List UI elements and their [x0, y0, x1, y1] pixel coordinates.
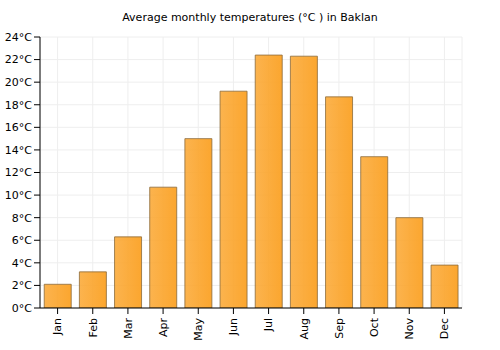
- svg-text:Jul: Jul: [262, 318, 275, 332]
- svg-text:18°C: 18°C: [8, 99, 32, 112]
- svg-text:May: May: [192, 318, 205, 341]
- svg-text:Sep: Sep: [333, 318, 346, 339]
- svg-text:Aug: Aug: [298, 318, 311, 339]
- svg-text:Mar: Mar: [122, 318, 135, 339]
- svg-text:Apr: Apr: [157, 318, 170, 338]
- svg-text:12°C: 12°C: [8, 166, 32, 179]
- svg-text:Jan: Jan: [51, 318, 64, 336]
- svg-text:Feb: Feb: [87, 318, 100, 337]
- svg-text:Nov: Nov: [403, 318, 416, 340]
- svg-text:2°C: 2°C: [12, 279, 32, 292]
- html-text:Average monthly temperatures (: Average monthly temperatures (°C ) in Ba…: [122, 11, 378, 24]
- svg-text:16°C: 16°C: [8, 121, 32, 134]
- svg-text:6°C: 6°C: [12, 234, 32, 247]
- svg-text:0°C: 0°C: [12, 302, 32, 315]
- svg-text:14°C: 14°C: [8, 144, 32, 157]
- svg-text:10°C: 10°C: [8, 189, 32, 202]
- svg-text:Dec: Dec: [438, 318, 451, 339]
- svg-text:Jun: Jun: [227, 318, 240, 336]
- svg-text:8°C: 8°C: [12, 212, 32, 225]
- svg-text:24°C: 24°C: [8, 31, 32, 44]
- svg-text:Oct: Oct: [368, 317, 381, 337]
- svg-text:22°C: 22°C: [8, 53, 32, 66]
- svg-text:4°C: 4°C: [12, 257, 32, 270]
- svg-text:20°C: 20°C: [8, 76, 32, 89]
